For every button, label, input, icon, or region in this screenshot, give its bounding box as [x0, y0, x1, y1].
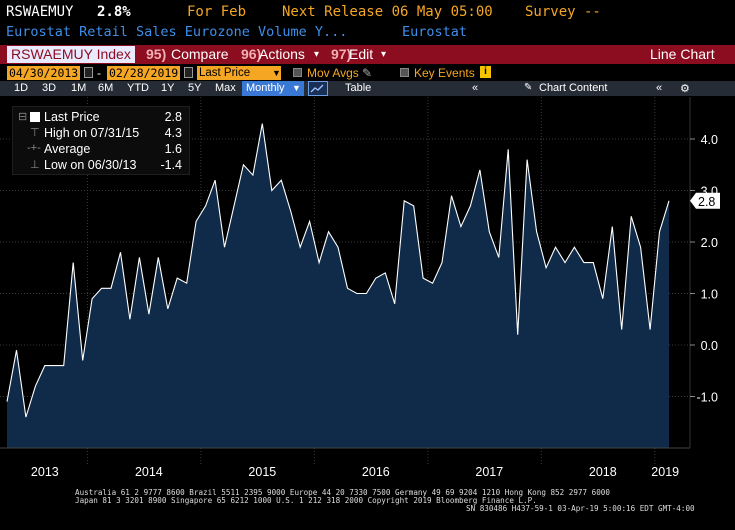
year-label: 2014 [135, 465, 163, 479]
period-toolbar: 1D 3D 1M 6M YTD 1Y 5Y Max Monthly ▼ Tabl… [0, 81, 735, 96]
gear-icon[interactable]: ⚙ [680, 83, 690, 95]
low-marker-icon: ⊥ [30, 159, 40, 171]
ticker-label: RSWAEMUY [6, 4, 74, 20]
edit-button[interactable]: Edit [349, 46, 374, 62]
footer: Australia 61 2 9777 8600 Brazil 5511 239… [0, 487, 735, 530]
period-6m[interactable]: 6M [98, 82, 114, 94]
actions-number: 96) [241, 46, 262, 62]
mov-avgs-checkbox[interactable] [293, 68, 302, 77]
period-label: For Feb [187, 4, 247, 20]
collapse-left-icon[interactable]: « [472, 82, 479, 94]
y-tick-label: 4.0 [701, 133, 718, 147]
series-line [6, 123, 670, 418]
period-1m[interactable]: 1M [71, 82, 87, 94]
calendar-icon[interactable] [84, 67, 93, 78]
legend-low-label: Low on 06/30/13 [44, 158, 137, 172]
legend-high-label: High on 07/31/15 [44, 126, 140, 140]
actions-dropdown-icon[interactable]: ▾ [314, 49, 320, 60]
survey-label: Survey -- [525, 4, 601, 20]
last-value-text: 2.8 [698, 195, 715, 209]
calendar-icon[interactable] [184, 67, 193, 78]
legend-average-value: 1.6 [164, 142, 182, 156]
y-tick-label: 2.0 [701, 236, 718, 250]
frequency-select[interactable]: Monthly ▼ [242, 81, 304, 96]
white-square-icon [30, 112, 40, 122]
year-label: 2016 [362, 465, 390, 479]
chevron-down-icon[interactable]: ▼ [272, 68, 281, 78]
legend-low-value: -1.4 [160, 158, 182, 172]
compare-button[interactable]: Compare [171, 46, 229, 62]
chart-type-label: Line Chart [650, 46, 715, 62]
key-events-label[interactable]: Key Events [414, 66, 475, 80]
legend-last-label: Last Price [44, 110, 100, 124]
last-value-badge [690, 192, 720, 209]
chart-legend: ⊟ Last Price 2.8 ⊤ High on 07/31/15 4.3 … [12, 106, 190, 175]
edit-dropdown-icon[interactable]: ▾ [381, 49, 387, 60]
series-description: Eurostat Retail Sales Eurozone Volume Y.… [6, 24, 348, 40]
y-tick-label: 0.0 [701, 339, 718, 353]
year-label: 2019 [651, 465, 679, 479]
date-separator: - [97, 66, 101, 80]
line-chart: -1.00.01.02.03.04.0 2013 2014 2015 2016 2017… [0, 97, 720, 479]
source-label: Eurostat [402, 24, 468, 40]
compare-number: 95) [146, 46, 167, 62]
period-1d[interactable]: 1D [14, 82, 29, 94]
average-line-icon: -+- [27, 142, 41, 154]
line-chart-button[interactable] [308, 81, 328, 96]
date-toolbar: 04/30/2013 - 02/28/2019 Last Price ▼ Mov… [0, 65, 735, 81]
actions-button[interactable]: Actions [259, 46, 305, 62]
y-axis-labels: -1.00.01.02.03.04.0 [690, 133, 718, 405]
next-release-label: Next Release 06 May 05:00 [282, 4, 493, 20]
year-label: 2013 [31, 465, 59, 479]
header-bar: RSWAEMUY 2.8% For Feb Next Release 06 Ma… [0, 0, 735, 20]
footer-contacts-2: Japan 81 3 3201 8900 Singapore 65 6212 1… [75, 496, 537, 505]
chevron-down-icon: ▼ [292, 83, 301, 93]
period-3d[interactable]: 3D [42, 82, 57, 94]
security-field[interactable]: RSWAEMUY Index [7, 46, 135, 63]
pencil-icon[interactable]: ✎ [362, 66, 373, 80]
y-tick-label: 1.0 [701, 288, 718, 302]
last-value: 2.8% [97, 4, 131, 20]
period-5y[interactable]: 5Y [188, 82, 202, 94]
high-marker-icon: ⊤ [30, 127, 40, 139]
year-label: 2018 [589, 465, 617, 479]
field-select[interactable]: Last Price [197, 66, 281, 80]
legend-last[interactable]: ⊟ Last Price 2.8 [13, 110, 191, 126]
legend-last-value: 2.8 [164, 110, 182, 124]
chart-content-button[interactable]: Chart Content [539, 82, 608, 94]
year-label: 2015 [248, 465, 276, 479]
start-date-field[interactable]: 04/30/2013 [7, 66, 81, 80]
period-ytd[interactable]: YTD [127, 82, 149, 94]
line-chart-icon [310, 84, 324, 93]
collapse-icon[interactable]: ⊟ [18, 111, 28, 123]
legend-low: ⊥ Low on 06/30/13 -1.4 [13, 158, 191, 174]
legend-high-value: 4.3 [164, 126, 182, 140]
legend-average-label: Average [44, 142, 91, 156]
mov-avgs-label[interactable]: Mov Avgs [307, 66, 359, 80]
legend-average: -+- Average 1.6 [13, 142, 191, 158]
function-bar: RSWAEMUY Index 95) Compare 96) Actions ▾… [0, 45, 735, 64]
end-date-field[interactable]: 02/28/2019 [107, 66, 181, 80]
x-axis-labels: 2013 2014 2015 2016 2017 2018 2019 [31, 465, 679, 479]
period-max[interactable]: Max [215, 82, 236, 94]
edit-icon: ✎ [524, 82, 533, 93]
info-icon[interactable]: i [480, 66, 491, 78]
collapse-right-icon[interactable]: « [656, 82, 663, 94]
description-bar: Eurostat Retail Sales Eurozone Volume Y.… [0, 21, 735, 41]
table-button[interactable]: Table [345, 82, 372, 94]
period-1y[interactable]: 1Y [161, 82, 175, 94]
footer-contacts-1: Australia 61 2 9777 8600 Brazil 5511 239… [75, 488, 610, 497]
y-tick-label: -1.0 [696, 391, 718, 405]
last-value-marker: 2.8 [690, 192, 720, 209]
key-events-checkbox[interactable] [400, 68, 409, 77]
frequency-label: Monthly [246, 82, 285, 94]
legend-high: ⊤ High on 07/31/15 4.3 [13, 126, 191, 142]
footer-serial: SN 830486 H437-59-1 03-Apr-19 5:00:16 ED… [466, 504, 695, 513]
edit-number: 97) [331, 46, 352, 62]
year-label: 2017 [475, 465, 503, 479]
